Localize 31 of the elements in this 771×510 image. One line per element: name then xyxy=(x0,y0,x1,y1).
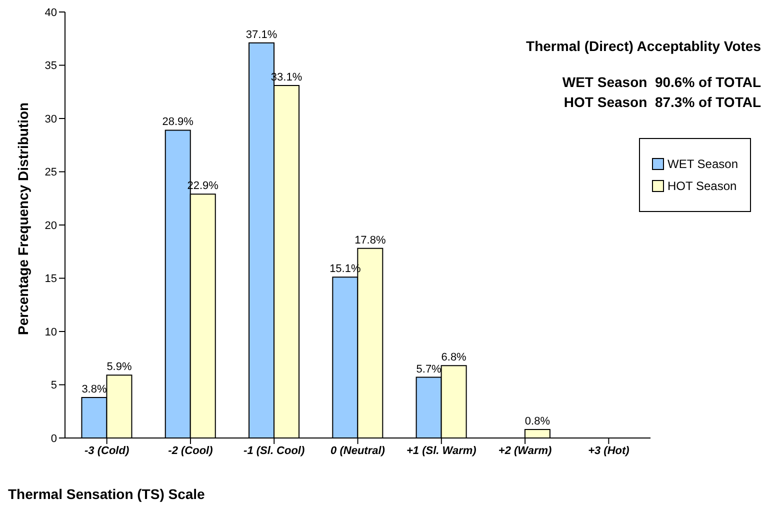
data-label: 28.9% xyxy=(162,116,194,128)
x-tick-label: 0 (Neutral) xyxy=(330,444,386,457)
x-tick-label: +3 (Hot) xyxy=(588,444,630,457)
legend-label: HOT Season xyxy=(668,179,737,193)
y-tick-label: 0 xyxy=(50,432,57,445)
y-tick-label: 30 xyxy=(44,113,57,126)
y-tick-label: 15 xyxy=(44,273,57,286)
x-tick-label: -2 (Cool) xyxy=(168,444,214,457)
x-tick-label: +1 (Sl. Warm) xyxy=(406,444,477,457)
y-axis-title: Percentage Frequency Distribution xyxy=(14,102,31,335)
legend-label: WET Season xyxy=(668,157,738,171)
annotation: WET Season 90.6% of TOTAL xyxy=(561,74,761,90)
x-tick-label: -3 (Cold) xyxy=(84,444,130,457)
y-tick-label: 35 xyxy=(44,60,57,72)
x-axis-title: Thermal Sensation (TS) Scale xyxy=(8,486,205,502)
annotation: HOT Season 87.3% of TOTAL xyxy=(562,94,761,110)
data-label: 5.9% xyxy=(106,361,132,374)
y-tick-label: 20 xyxy=(44,220,57,232)
y-tick-label: 40 xyxy=(44,6,57,19)
data-label: 6.8% xyxy=(441,352,467,364)
y-tick-label: 25 xyxy=(44,166,57,179)
data-label: 17.8% xyxy=(354,234,386,246)
y-tick-label: 10 xyxy=(44,326,57,338)
data-label: 0.8% xyxy=(524,415,550,428)
data-label: 37.1% xyxy=(246,28,278,41)
data-label: 5.7% xyxy=(416,363,442,376)
data-label: 3.8% xyxy=(82,384,107,396)
x-tick-label: -1 (Sl. Cool) xyxy=(244,444,305,457)
x-tick-label: +2 (Warm) xyxy=(498,444,552,457)
annotation: Thermal (Direct) Acceptablity Votes xyxy=(526,38,761,54)
y-tick-label: 5 xyxy=(50,380,57,392)
